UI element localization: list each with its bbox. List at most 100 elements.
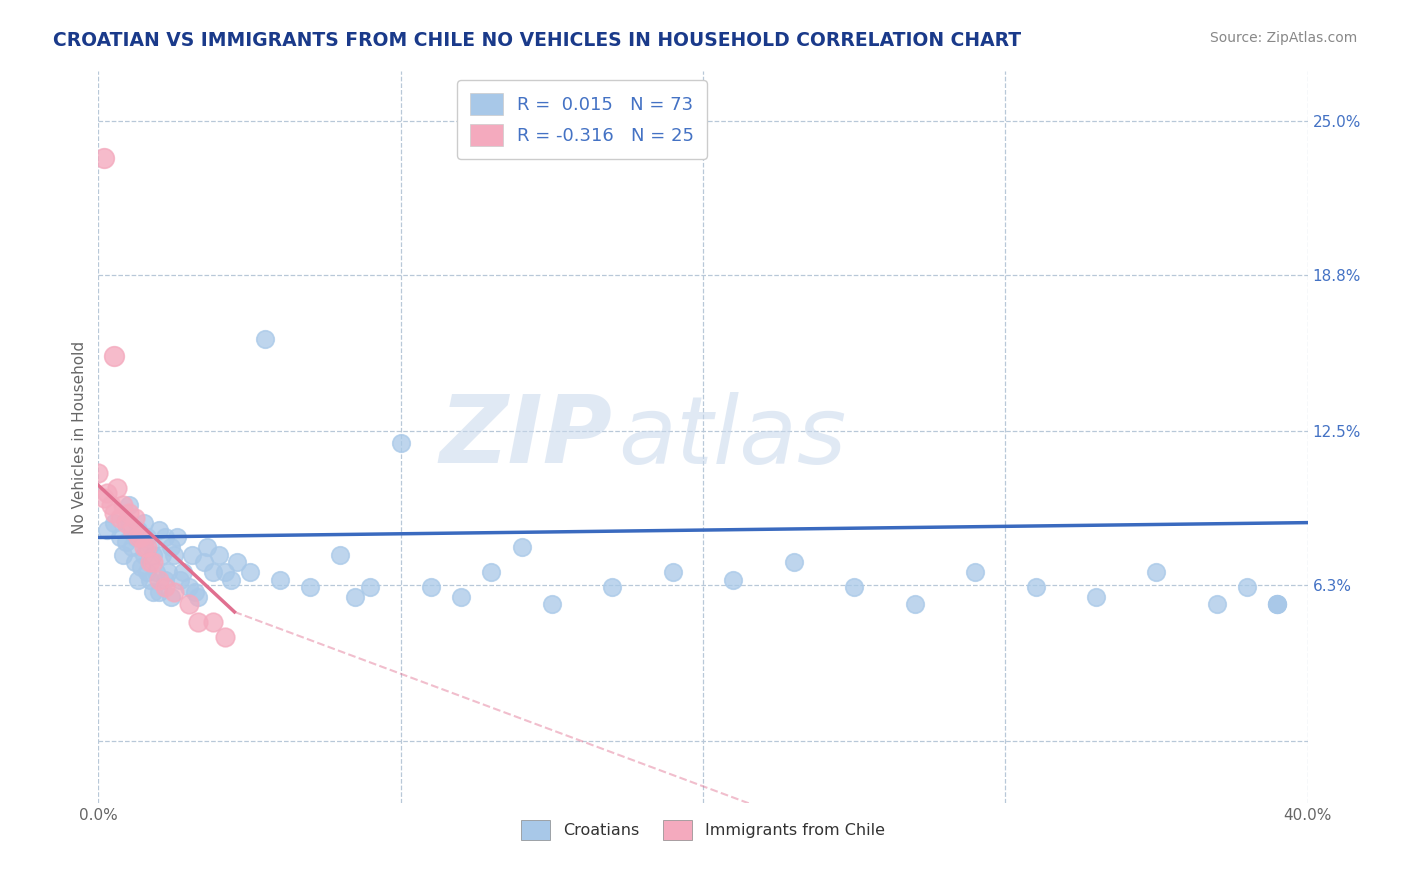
Point bbox=[1144, 565, 1167, 579]
Point bbox=[135, 541, 157, 555]
Point bbox=[226, 555, 249, 569]
Point bbox=[1267, 598, 1289, 612]
Point bbox=[142, 548, 165, 562]
Point bbox=[139, 538, 162, 552]
Point bbox=[187, 590, 209, 604]
Point bbox=[1024, 580, 1046, 594]
Point bbox=[156, 565, 179, 579]
Point bbox=[118, 506, 141, 520]
Point bbox=[148, 523, 170, 537]
Point bbox=[127, 523, 149, 537]
Point bbox=[160, 541, 183, 555]
Point bbox=[965, 565, 987, 579]
Point bbox=[450, 590, 472, 604]
Point bbox=[127, 573, 149, 587]
Legend: Croatians, Immigrants from Chile: Croatians, Immigrants from Chile bbox=[515, 814, 891, 846]
Point bbox=[221, 573, 243, 587]
Point bbox=[108, 510, 131, 524]
Point bbox=[1267, 598, 1289, 612]
Point bbox=[139, 555, 162, 569]
Point bbox=[105, 481, 128, 495]
Point bbox=[179, 598, 201, 612]
Point bbox=[184, 585, 207, 599]
Point bbox=[481, 565, 503, 579]
Point bbox=[420, 580, 443, 594]
Point bbox=[160, 590, 183, 604]
Point bbox=[148, 573, 170, 587]
Point bbox=[1085, 590, 1108, 604]
Point bbox=[129, 531, 152, 545]
Point bbox=[103, 516, 125, 530]
Point bbox=[179, 580, 201, 594]
Point bbox=[166, 531, 188, 545]
Point bbox=[132, 548, 155, 562]
Point bbox=[96, 486, 118, 500]
Point bbox=[269, 573, 291, 587]
Point bbox=[153, 531, 176, 545]
Point bbox=[103, 506, 125, 520]
Point bbox=[132, 541, 155, 555]
Point bbox=[135, 531, 157, 545]
Point bbox=[783, 555, 806, 569]
Point bbox=[344, 590, 367, 604]
Point bbox=[103, 350, 125, 364]
Point bbox=[114, 516, 136, 530]
Text: Source: ZipAtlas.com: Source: ZipAtlas.com bbox=[1209, 31, 1357, 45]
Y-axis label: No Vehicles in Household: No Vehicles in Household bbox=[72, 341, 87, 533]
Text: CROATIAN VS IMMIGRANTS FROM CHILE NO VEHICLES IN HOUSEHOLD CORRELATION CHART: CROATIAN VS IMMIGRANTS FROM CHILE NO VEH… bbox=[53, 31, 1022, 50]
Point bbox=[661, 565, 683, 579]
Point bbox=[904, 598, 927, 612]
Point bbox=[93, 491, 115, 505]
Point bbox=[602, 580, 624, 594]
Point bbox=[214, 565, 236, 579]
Point bbox=[129, 560, 152, 574]
Point bbox=[96, 523, 118, 537]
Point bbox=[202, 615, 225, 629]
Point bbox=[1236, 580, 1258, 594]
Point bbox=[111, 548, 134, 562]
Point bbox=[87, 466, 110, 480]
Point bbox=[132, 516, 155, 530]
Point bbox=[163, 548, 186, 562]
Point bbox=[540, 598, 562, 612]
Point bbox=[360, 580, 382, 594]
Point bbox=[114, 535, 136, 549]
Point bbox=[172, 565, 194, 579]
Point bbox=[1206, 598, 1229, 612]
Point bbox=[1267, 598, 1289, 612]
Point bbox=[135, 565, 157, 579]
Point bbox=[139, 573, 162, 587]
Point bbox=[148, 585, 170, 599]
Point bbox=[124, 555, 146, 569]
Point bbox=[163, 585, 186, 599]
Point bbox=[299, 580, 322, 594]
Point bbox=[202, 565, 225, 579]
Point bbox=[208, 548, 231, 562]
Point bbox=[121, 523, 143, 537]
Point bbox=[723, 573, 745, 587]
Point bbox=[153, 580, 176, 594]
Point bbox=[127, 531, 149, 545]
Point bbox=[195, 541, 218, 555]
Point bbox=[193, 555, 215, 569]
Point bbox=[93, 151, 115, 165]
Point bbox=[214, 630, 236, 644]
Point bbox=[142, 585, 165, 599]
Text: atlas: atlas bbox=[619, 392, 846, 483]
Point bbox=[329, 548, 352, 562]
Text: ZIP: ZIP bbox=[440, 391, 613, 483]
Point bbox=[142, 555, 165, 569]
Point bbox=[389, 436, 412, 450]
Point bbox=[121, 541, 143, 555]
Point bbox=[187, 615, 209, 629]
Point bbox=[181, 548, 204, 562]
Point bbox=[844, 580, 866, 594]
Point bbox=[510, 541, 533, 555]
Point bbox=[124, 510, 146, 524]
Point bbox=[118, 516, 141, 530]
Point bbox=[124, 531, 146, 545]
Point bbox=[108, 531, 131, 545]
Point bbox=[239, 565, 262, 579]
Point bbox=[100, 498, 122, 512]
Point bbox=[169, 573, 191, 587]
